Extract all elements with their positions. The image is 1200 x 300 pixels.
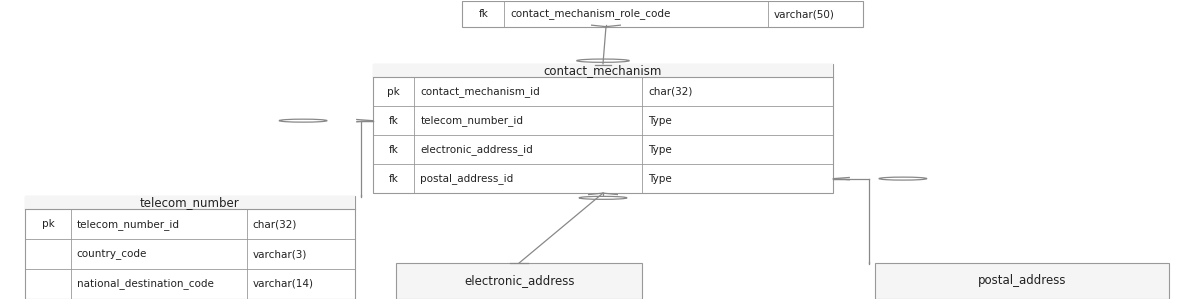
Text: contact_mechanism: contact_mechanism (544, 64, 662, 77)
Text: postal_address_id: postal_address_id (420, 173, 514, 184)
Text: char(32): char(32) (648, 87, 692, 97)
Text: Type: Type (648, 145, 672, 154)
Text: telecom_number_id: telecom_number_id (420, 115, 523, 126)
Bar (372, 64, 834, 77)
Text: fk: fk (479, 9, 488, 19)
Text: Type: Type (648, 116, 672, 126)
Bar (462, 2, 863, 27)
Text: contact_mechanism_role_code: contact_mechanism_role_code (510, 9, 671, 20)
Text: varchar(14): varchar(14) (253, 279, 314, 289)
Text: Type: Type (648, 174, 672, 184)
Bar (372, 64, 834, 193)
Text: telecom_number_id: telecom_number_id (77, 219, 180, 230)
Text: pk: pk (388, 87, 400, 97)
Text: varchar(3): varchar(3) (253, 249, 307, 259)
Text: varchar(50): varchar(50) (774, 9, 834, 19)
Text: electronic_address_id: electronic_address_id (420, 144, 533, 155)
Text: telecom_number: telecom_number (140, 196, 240, 209)
Text: pk: pk (42, 219, 54, 229)
Bar (25, 196, 354, 209)
Text: fk: fk (389, 174, 398, 184)
Text: contact_mechanism_id: contact_mechanism_id (420, 86, 540, 97)
Bar (396, 263, 642, 298)
Text: national_destination_code: national_destination_code (77, 278, 214, 289)
Text: fk: fk (389, 145, 398, 154)
Text: electronic_address: electronic_address (464, 274, 575, 287)
Text: postal_address: postal_address (978, 274, 1067, 287)
Text: country_code: country_code (77, 249, 148, 260)
Bar (25, 196, 354, 298)
Text: fk: fk (389, 116, 398, 126)
Bar (875, 263, 1169, 298)
Text: char(32): char(32) (253, 219, 298, 229)
